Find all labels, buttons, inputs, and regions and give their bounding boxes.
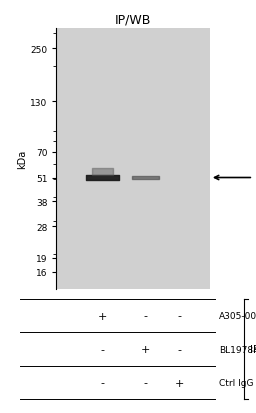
Text: Ctrl IgG: Ctrl IgG	[219, 378, 253, 387]
Text: +: +	[175, 377, 184, 388]
Text: Cyclin B1: Cyclin B1	[215, 173, 256, 183]
Text: -: -	[177, 344, 181, 354]
Title: IP/WB: IP/WB	[115, 13, 151, 26]
Text: -: -	[177, 311, 181, 321]
Text: BL19784: BL19784	[219, 345, 256, 354]
Text: A305-000A: A305-000A	[219, 311, 256, 320]
Text: -: -	[143, 377, 147, 388]
Y-axis label: kDa: kDa	[17, 150, 27, 169]
Text: -: -	[100, 377, 104, 388]
Text: -: -	[100, 344, 104, 354]
Text: +: +	[98, 311, 107, 321]
Text: -: -	[143, 311, 147, 321]
Text: IP: IP	[250, 344, 256, 354]
Text: +: +	[141, 344, 150, 354]
